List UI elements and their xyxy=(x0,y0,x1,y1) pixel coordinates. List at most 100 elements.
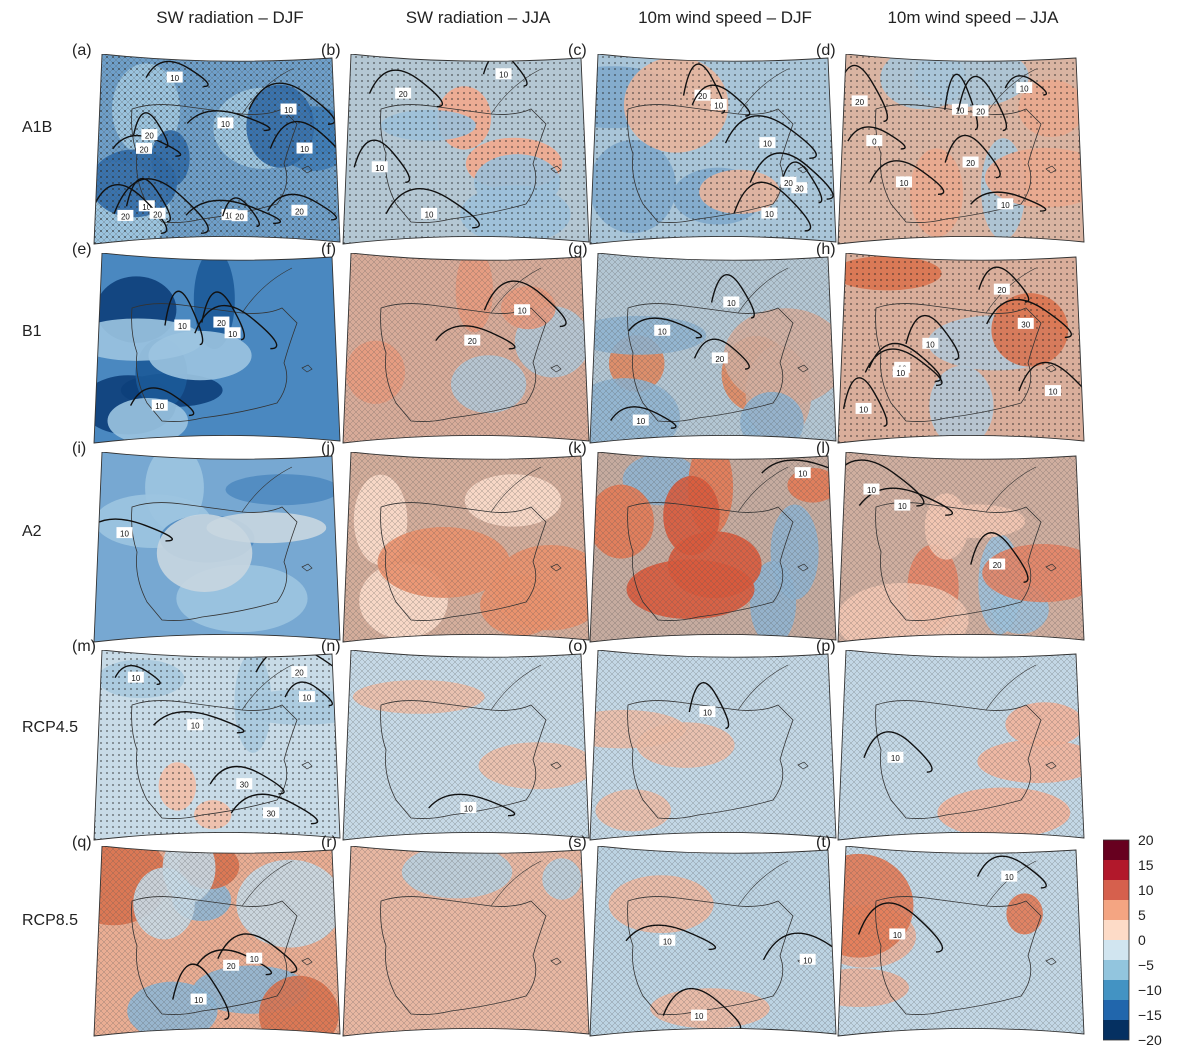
contour-label-box xyxy=(889,928,906,940)
map-frame xyxy=(342,650,590,841)
map-frame xyxy=(589,253,837,444)
contour-label: 10 xyxy=(891,754,900,763)
contour-label: 20 xyxy=(153,210,162,219)
contour-label-box xyxy=(1017,317,1034,329)
map-panel-k: 10 xyxy=(589,452,837,643)
island-outline xyxy=(550,957,562,966)
contour-label-box xyxy=(794,467,811,479)
island-outline xyxy=(797,761,809,770)
contour-label: 20 xyxy=(295,207,304,216)
contour-label-box xyxy=(761,207,778,219)
island-outline xyxy=(301,563,313,572)
contour-label: 10 xyxy=(926,340,935,349)
island-outline xyxy=(550,165,562,174)
contour-line xyxy=(662,987,742,1032)
panel-label-c: (c) xyxy=(568,42,587,59)
colorbar-segment xyxy=(1103,1000,1129,1020)
contour-label: 20 xyxy=(399,90,408,99)
contour-label-box xyxy=(221,209,238,221)
contour-label: 20 xyxy=(140,145,149,154)
contour-label-box xyxy=(690,1009,707,1021)
hatching xyxy=(590,650,836,840)
contour-line xyxy=(132,112,169,149)
contour-line xyxy=(353,139,411,184)
contour-label: 10 xyxy=(703,709,712,718)
contour-label-box xyxy=(659,934,676,946)
coastline xyxy=(737,860,789,907)
coastline xyxy=(490,860,542,907)
coastline xyxy=(380,104,547,223)
contour-label: 10 xyxy=(1020,85,1029,94)
panel-label-o: (o) xyxy=(568,638,588,655)
hatching xyxy=(838,452,1084,642)
contour-line xyxy=(112,134,182,157)
contour-label: 20 xyxy=(784,179,793,188)
contour-label: 10 xyxy=(178,322,187,331)
contour-label-box xyxy=(723,296,740,308)
contour-label-box xyxy=(224,327,241,339)
contour-label-box xyxy=(791,182,808,194)
coastline xyxy=(875,700,1042,819)
contour-label: 20 xyxy=(715,355,724,364)
contour-line xyxy=(145,60,209,88)
coastline xyxy=(985,466,1037,513)
contour-label-box xyxy=(149,207,166,219)
colorbar-segment xyxy=(1103,1020,1129,1040)
coastline xyxy=(985,664,1037,711)
contour-label-box xyxy=(1001,870,1018,882)
contour-label-box xyxy=(997,198,1014,210)
colorbar-tick-label: 10 xyxy=(1138,882,1154,898)
contour-label: 10 xyxy=(302,694,311,703)
anomaly-patch xyxy=(107,398,189,443)
contour-line xyxy=(688,682,730,730)
stippling xyxy=(343,54,589,244)
coastline xyxy=(241,466,293,513)
contour-line xyxy=(129,387,195,417)
contour-label: 10 xyxy=(464,805,473,814)
contour-label-box xyxy=(395,87,412,99)
coastline xyxy=(380,896,547,1015)
panel-label-r: (r) xyxy=(321,834,337,851)
stippling xyxy=(838,253,1084,443)
contour-label: 20 xyxy=(698,92,707,101)
panel-label-g: (g) xyxy=(568,241,588,258)
contour-line xyxy=(864,348,943,387)
map-frame xyxy=(93,650,341,841)
map-panel-p: 10 xyxy=(837,650,1085,841)
coastline xyxy=(241,664,293,711)
contour-line xyxy=(172,963,230,1020)
contour-line xyxy=(710,274,755,319)
contour-line xyxy=(1018,361,1084,408)
contour-line xyxy=(94,183,168,234)
contour-label: 20 xyxy=(468,337,477,346)
contour-line xyxy=(970,532,1029,583)
contour-label: 10 xyxy=(191,722,200,731)
contour-label: 10 xyxy=(727,299,736,308)
panel-label-m: (m) xyxy=(72,638,96,655)
contour-label-box xyxy=(1016,82,1033,94)
column-title-wind-djf: 10m wind speed – DJF xyxy=(638,8,812,27)
colorbar-tick-label: −10 xyxy=(1138,982,1162,998)
row-title-a1b: A1B xyxy=(22,119,53,136)
contour-label-box xyxy=(922,337,939,349)
column-title-wind-jja: 10m wind speed – JJA xyxy=(887,8,1059,27)
coastline xyxy=(985,68,1037,115)
map-frame xyxy=(342,253,590,444)
contour-label-box xyxy=(190,993,207,1005)
contour-label: 20 xyxy=(976,108,985,117)
hatching xyxy=(590,846,836,1036)
panel-label-q: (q) xyxy=(72,834,92,851)
panel-label-k: (k) xyxy=(568,440,587,457)
contour-line xyxy=(749,152,834,200)
contour-label-box xyxy=(116,527,133,539)
contour-line xyxy=(957,75,1008,132)
coastline xyxy=(380,502,547,621)
contour-line xyxy=(970,191,1047,212)
contour-line xyxy=(724,115,817,159)
contour-label-box xyxy=(495,68,512,80)
contour-line xyxy=(435,325,516,350)
contour-label: 10 xyxy=(896,369,905,378)
contour-label: 30 xyxy=(1021,320,1030,329)
contour-line xyxy=(693,338,750,370)
